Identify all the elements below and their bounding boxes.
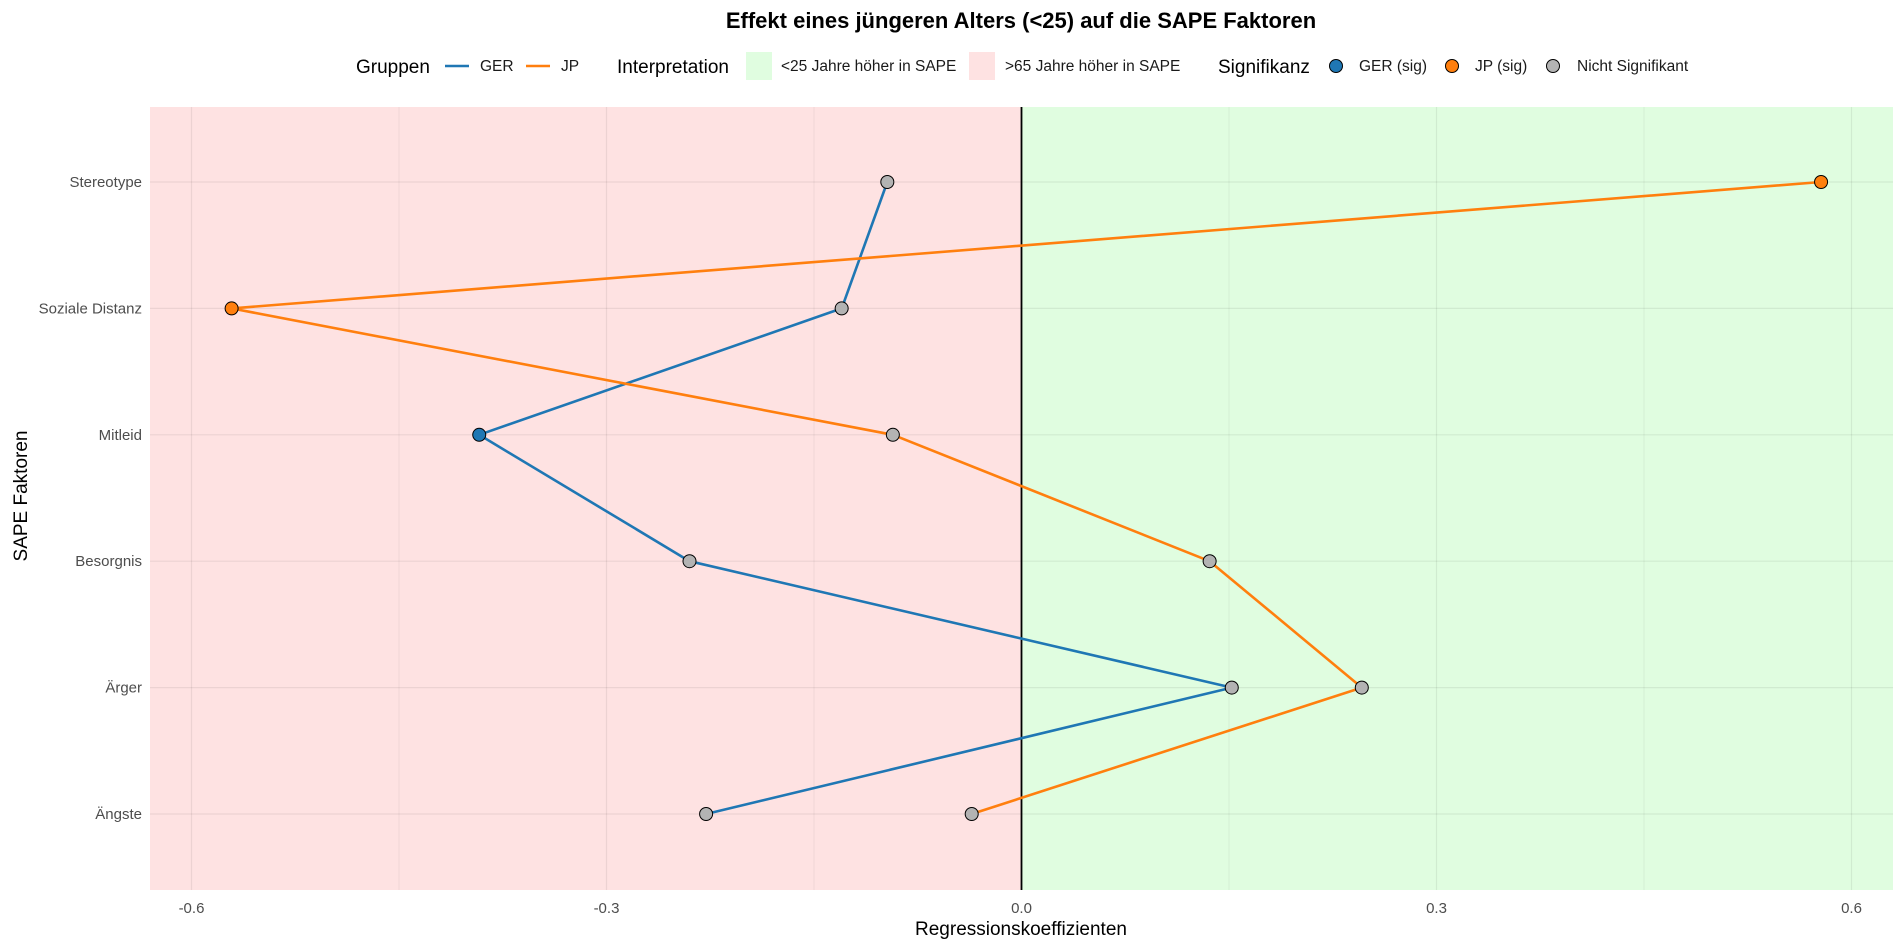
legend-label-significance: JP (sig) [1475, 58, 1527, 75]
legend-key-region [746, 52, 772, 80]
legend-key-point [1546, 59, 1560, 73]
data-point-ger [1224, 680, 1239, 695]
legend-label-significance: Nicht Signifikant [1577, 58, 1689, 75]
data-point-jp [224, 301, 239, 316]
legend-label-interpretation: <25 Jahre höher in SAPE [781, 58, 956, 75]
data-point-ger [834, 301, 849, 316]
legend-key-point [1329, 59, 1343, 73]
background-regions [150, 107, 1893, 890]
y-tick-label: Ängste [95, 806, 142, 823]
x-axis-title: Regressionskoeffizienten [915, 919, 1127, 940]
legend-label-significance: GER (sig) [1359, 58, 1427, 75]
series-points [224, 175, 1829, 821]
x-tick-label: 0.3 [1426, 900, 1447, 917]
series-line-jp [230, 180, 1822, 816]
legend-key-region [969, 52, 995, 80]
legend: Gruppen Interpretation Signifikanz GER JP… [356, 52, 1689, 80]
data-point-ger [699, 807, 714, 821]
series-lines [230, 180, 1822, 816]
data-point-ger [880, 175, 895, 189]
x-tick-label: 0.6 [1841, 900, 1862, 917]
legend-title-significance: Signifikanz [1218, 57, 1310, 78]
region-positive [1021, 107, 1893, 890]
data-point-jp [885, 427, 900, 442]
data-point-jp [1354, 680, 1369, 695]
y-tick-label: Ärger [105, 680, 142, 697]
data-point-ger [472, 427, 487, 442]
legend-label-interpretation: >65 Jahre höher in SAPE [1005, 58, 1180, 75]
data-point-jp [964, 807, 979, 821]
legend-key-point [1445, 59, 1459, 73]
chart-title: Effekt eines jüngeren Alters (<25) auf d… [726, 8, 1316, 33]
series-line-ger [477, 181, 1234, 816]
y-tick-label: Besorgnis [75, 553, 142, 570]
x-tick-label: -0.6 [179, 900, 205, 917]
y-tick-label: Soziale Distanz [39, 300, 142, 317]
data-point-ger [682, 554, 697, 569]
legend-label-group: JP [561, 58, 579, 75]
y-tick-label: Mitleid [99, 427, 142, 444]
y-tick-labels: Ängste Ärger Besorgnis Mitleid Soziale Dista… [39, 174, 142, 823]
legend-title-groups: Gruppen [356, 57, 430, 78]
y-axis-title: SAPE Faktoren [11, 431, 32, 562]
data-point-jp [1202, 554, 1217, 569]
legend-label-group: GER [480, 58, 514, 75]
data-point-jp [1814, 175, 1829, 189]
x-tick-labels: -0.6 -0.3 0.0 0.3 0.6 [179, 900, 1862, 917]
legend-title-interpretation: Interpretation [617, 57, 729, 78]
y-tick-label: Stereotype [69, 174, 142, 191]
x-tick-label: 0.0 [1011, 900, 1032, 917]
x-tick-label: -0.3 [594, 900, 620, 917]
